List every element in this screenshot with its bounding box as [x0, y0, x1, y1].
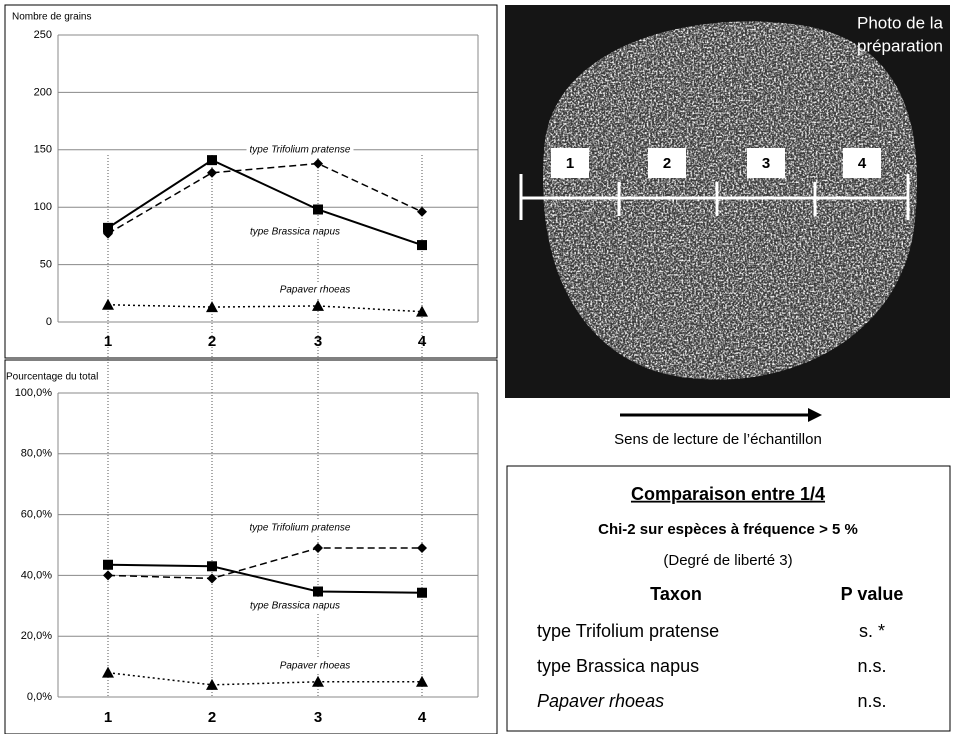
x-tick-label: 4 [418, 333, 427, 350]
series-label: type Trifolium pratense [250, 145, 351, 156]
marker [417, 588, 427, 598]
x-tick-label: 4 [418, 709, 427, 726]
series-label: Papaver rhoeas [280, 661, 351, 672]
column-header: Taxon [650, 584, 702, 604]
p-value: n.s. [857, 656, 886, 676]
marker [207, 561, 217, 571]
p-value: n.s. [857, 691, 886, 711]
axis-title: Nombre de grains [12, 12, 91, 23]
y-tick-label: 150 [34, 144, 52, 156]
p-value: s. * [859, 621, 885, 641]
page: Nombre de grains Pourcentage du total Ph… [0, 0, 954, 739]
taxon: type Brassica napus [537, 656, 699, 676]
marker [313, 204, 323, 214]
y-tick-label: 20,0% [21, 630, 52, 642]
y-tick-label: 100,0% [15, 387, 53, 399]
taxon: type Trifolium pratense [537, 621, 719, 641]
marker [313, 587, 323, 597]
y-tick-label: 50 [40, 259, 52, 271]
x-tick-label: 3 [314, 333, 322, 350]
x-tick-label: 3 [314, 709, 322, 726]
marker [417, 240, 427, 250]
table-subtitle: Chi-2 sur espèces à fréquence > 5 % [598, 521, 858, 538]
table-title: Comparaison entre 1/4 [631, 484, 825, 504]
figure: Nombre de grains Pourcentage du total Ph… [0, 0, 954, 734]
y-tick-label: 40,0% [21, 569, 52, 581]
y-tick-label: 0,0% [27, 691, 52, 703]
series-label: Papaver rhoeas [280, 285, 351, 296]
segment-label: 4 [858, 155, 867, 172]
series-label: type Brassica napus [250, 601, 340, 612]
series-label: type Trifolium pratense [250, 523, 351, 534]
arrow-head [808, 408, 822, 422]
photo-label: préparation [857, 36, 943, 55]
taxon: Papaver rhoeas [537, 691, 664, 711]
y-tick-label: 0 [46, 316, 52, 328]
y-tick-label: 100 [34, 201, 52, 213]
y-tick-label: 250 [34, 29, 52, 41]
marker [103, 223, 113, 233]
segment-label: 1 [566, 155, 574, 172]
y-tick-label: 200 [34, 86, 52, 98]
y-tick-label: 60,0% [21, 509, 52, 521]
axis-title: Pourcentage du total [6, 372, 98, 383]
y-tick-label: 80,0% [21, 448, 52, 460]
table-note: (Degré de liberté 3) [663, 552, 792, 569]
caption: Sens de lecture de l’échantillon [614, 431, 822, 448]
segment-label: 3 [762, 155, 770, 172]
segment-label: 2 [663, 155, 671, 172]
marker [103, 560, 113, 570]
photo-label: Photo de la [857, 13, 944, 32]
marker [207, 155, 217, 165]
x-tick-label: 2 [208, 333, 216, 350]
x-tick-label: 1 [104, 333, 112, 350]
chart-frame [5, 5, 497, 358]
x-tick-label: 2 [208, 709, 216, 726]
x-tick-label: 1 [104, 709, 112, 726]
series-label: type Brassica napus [250, 227, 340, 238]
column-header: P value [841, 584, 904, 604]
